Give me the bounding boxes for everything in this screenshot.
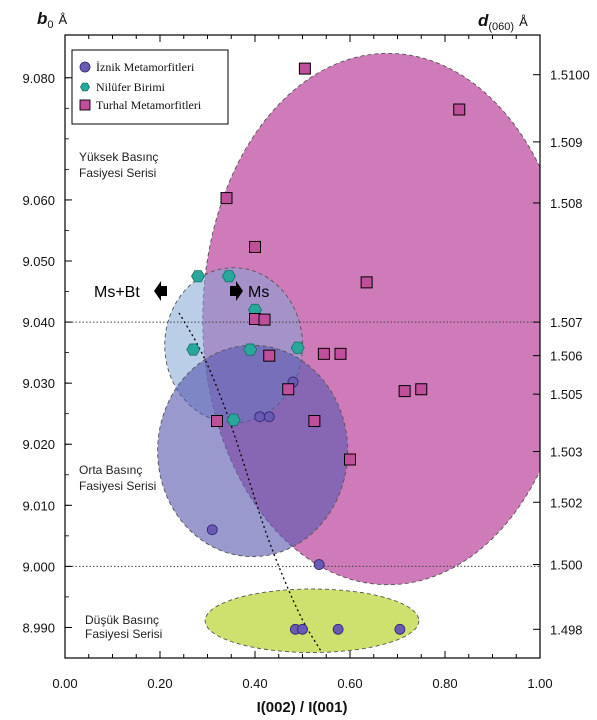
- marker-turhal: [298, 62, 311, 75]
- marker-turhal: [334, 347, 347, 360]
- left-tick-label: 9.030: [22, 376, 55, 391]
- legend-circle-icon: [79, 61, 91, 73]
- left-tick-label: 9.050: [22, 254, 55, 269]
- zone-low-label-1: Düşük Basınç: [85, 613, 159, 627]
- zone-ellipse: [157, 344, 349, 558]
- marker-turhal: [360, 276, 373, 289]
- marker-turhal: [415, 383, 428, 396]
- legend-label-turhal: Turhal Metamorfitleri: [96, 98, 202, 112]
- marker-iznik: [394, 623, 406, 635]
- legend-hexagon-icon: [80, 82, 90, 92]
- right-tick-label: 1.5100: [550, 68, 590, 83]
- marker-nilufer: [186, 343, 201, 356]
- right-tick-label: 1.503: [550, 445, 583, 460]
- arrow-right-label: Ms: [248, 284, 269, 301]
- marker-turhal: [308, 415, 321, 428]
- right-tick-label: 1.505: [550, 387, 583, 402]
- right-tick-label: 1.509: [550, 135, 583, 150]
- zone-high-label-2: Fasiyesi Serisi: [79, 166, 156, 180]
- legend: İznik Metamorfitleri Nilüfer Birimi Turh…: [71, 49, 229, 125]
- x-axis-title: I(002) / I(001): [257, 699, 348, 716]
- marker-turhal: [263, 349, 276, 362]
- x-tick-label: 0.40: [242, 676, 267, 691]
- left-tick-label: 9.010: [22, 498, 55, 513]
- arrow-left-label: Ms+Bt: [94, 284, 140, 301]
- zone-high-label-1: Yüksek Basınç: [79, 150, 158, 164]
- legend-label-iznik: İznik Metamorfitleri: [96, 60, 195, 74]
- marker-turhal: [211, 415, 223, 428]
- left-tick-label: 9.080: [22, 71, 55, 86]
- x-tick-label: 0.20: [147, 676, 172, 691]
- right-tick-label: 1.507: [550, 315, 583, 330]
- marker-nilufer: [290, 341, 305, 354]
- marker-turhal: [453, 103, 466, 116]
- ellipse-layer: [157, 52, 540, 653]
- left-tick-label: 9.020: [22, 437, 55, 452]
- marker-iznik: [254, 411, 266, 423]
- marker-nilufer: [221, 270, 236, 283]
- right-tick-label: 1.502: [550, 495, 583, 510]
- x-tick-label: 0.00: [52, 676, 77, 691]
- left-tick-label: 8.990: [22, 620, 55, 635]
- zone-ellipse: [204, 588, 420, 653]
- marker-turhal: [317, 347, 330, 360]
- left-tick-label: 9.040: [22, 315, 55, 330]
- x-tick-label: 0.80: [432, 676, 457, 691]
- marker-iznik: [206, 524, 218, 536]
- legend-label-nilufer: Nilüfer Birimi: [96, 80, 166, 94]
- marker-nilufer: [226, 413, 241, 426]
- arrow-left-icon: [154, 281, 167, 301]
- marker-turhal: [398, 385, 411, 398]
- left-tick-label: 9.060: [22, 193, 55, 208]
- arrow-right-icon: [230, 281, 243, 301]
- marker-turhal: [249, 240, 261, 253]
- marker-turhal: [220, 192, 233, 205]
- right-tick-label: 1.498: [550, 622, 583, 637]
- marker-iznik: [313, 559, 325, 570]
- zone-low-label-2: Fasiyesi Serisi: [85, 627, 162, 641]
- x-tick-label: 0.60: [337, 676, 362, 691]
- right-tick-label: 1.508: [550, 196, 583, 211]
- marker-nilufer: [243, 343, 258, 356]
- right-tick-label: 1.500: [550, 558, 583, 573]
- axis-ticks: [64, 35, 541, 658]
- right-axis-title: d(060) Å: [478, 11, 528, 33]
- zone-mid-label-1: Orta Basınç: [79, 463, 142, 477]
- right-tick-label: 1.506: [550, 349, 583, 364]
- x-tick-label: 1.00: [527, 676, 552, 691]
- legend-square-icon: [79, 99, 91, 111]
- marker-iznik: [297, 623, 308, 635]
- marker-turhal: [258, 313, 271, 326]
- marker-nilufer: [191, 270, 205, 283]
- marker-iznik: [263, 411, 275, 423]
- zone-mid-label-2: Fasiyesi Serisi: [79, 479, 156, 493]
- marker-turhal: [344, 453, 356, 466]
- reference-lines: [65, 321, 540, 567]
- data-markers: [186, 62, 466, 635]
- left-axis-title: b0 Å: [37, 9, 68, 31]
- marker-iznik: [332, 623, 344, 635]
- left-tick-label: 9.000: [22, 559, 55, 574]
- marker-turhal: [282, 383, 295, 396]
